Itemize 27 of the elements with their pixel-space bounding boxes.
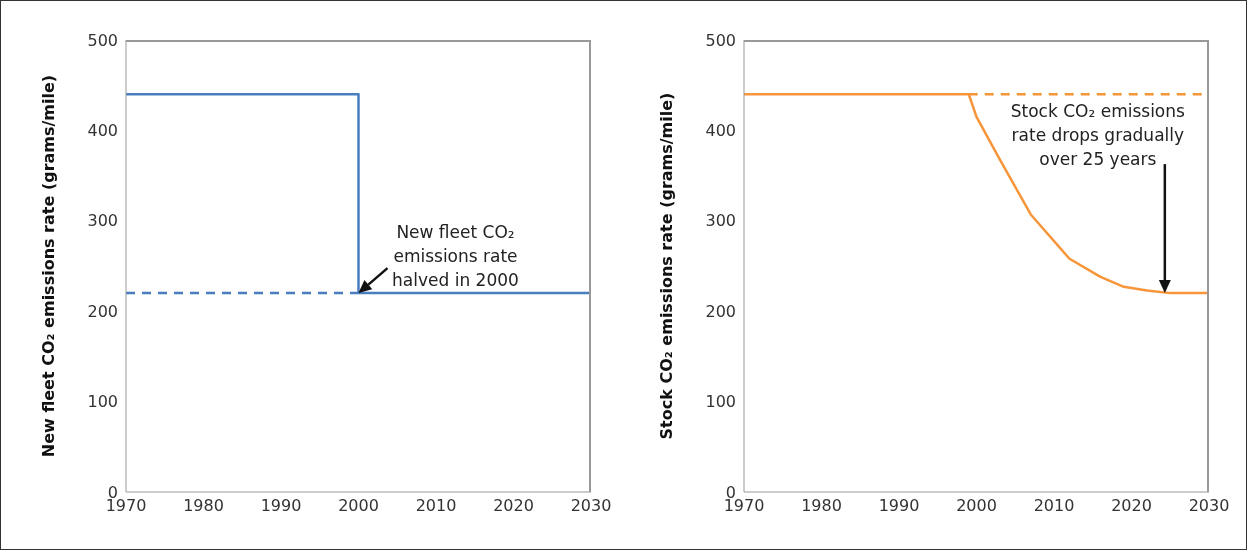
x-tick-label: 2020: [1111, 496, 1152, 516]
y-tick-label: 500: [87, 30, 118, 50]
y-tick-label: 200: [705, 301, 736, 321]
x-tick-label: 2030: [1188, 496, 1230, 516]
x-tick-label: 2010: [1033, 496, 1075, 516]
y-tick-label: 100: [87, 392, 118, 412]
y-tick-label: 300: [87, 211, 118, 231]
y-tick-label: 400: [87, 121, 118, 141]
y-tick-label: 500: [705, 30, 736, 50]
y-tick-label: 200: [87, 301, 118, 321]
x-tick-label: 2010: [415, 496, 457, 516]
annotation: Stock CO₂ emissions rate drops gradually over 25 years: [1010, 101, 1186, 170]
x-tick-label: 2030: [570, 496, 612, 516]
x-tick-label: 2000: [338, 496, 379, 516]
y-axis-title: New fleet CO₂ emissions rate (grams/mile): [38, 74, 58, 458]
x-tick-label: 2020: [493, 496, 534, 516]
x-tick-label: 1980: [183, 496, 224, 516]
annotation: New fleet CO₂ emissions rate halved in 2000: [392, 222, 519, 291]
x-tick-label: 1980: [801, 496, 842, 516]
y-tick-label: 400: [705, 121, 736, 141]
y-axis-title: Stock CO₂ emissions rate (grams/mile): [656, 92, 676, 440]
x-tick-label: 2000: [956, 496, 997, 516]
y-tick-label: 300: [705, 211, 736, 231]
line-series: [744, 92, 1209, 295]
x-tick-label: 1990: [878, 496, 920, 516]
y-tick-label: 100: [705, 392, 736, 412]
x-tick-label: 1990: [260, 496, 302, 516]
